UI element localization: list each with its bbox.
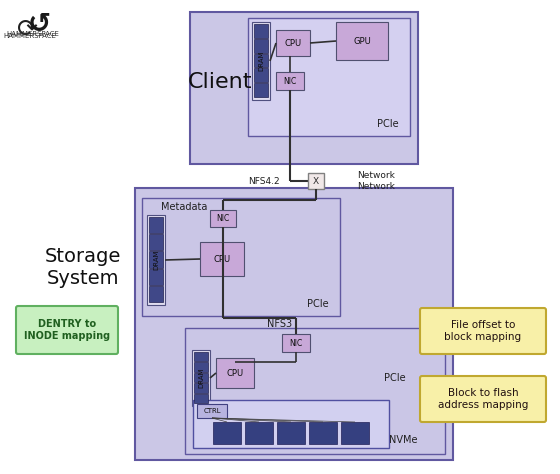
Bar (210, 210, 236, 227)
FancyBboxPatch shape (16, 306, 118, 354)
Text: Metadata: Metadata (161, 202, 207, 212)
Text: X: X (313, 176, 319, 185)
Text: NIC: NIC (290, 338, 302, 347)
Text: Storage
System: Storage System (45, 247, 121, 289)
Bar (216, 358, 254, 388)
Bar (213, 422, 241, 444)
Text: CPU: CPU (226, 368, 244, 377)
Bar (248, 18, 410, 136)
Bar (308, 173, 324, 189)
Text: Block to flash
address mapping: Block to flash address mapping (438, 388, 528, 410)
Text: CTRL: CTRL (203, 408, 221, 414)
Text: NVMe: NVMe (389, 435, 417, 445)
Bar (336, 22, 388, 60)
Text: CPU: CPU (284, 38, 302, 47)
Bar (245, 422, 273, 444)
Text: NFS4.2: NFS4.2 (249, 176, 280, 185)
Text: NIC: NIC (216, 214, 230, 223)
Bar (276, 72, 304, 90)
Bar (192, 350, 210, 406)
Text: DRAM: DRAM (258, 51, 264, 71)
Bar (142, 198, 340, 316)
Bar (149, 217, 163, 233)
Bar (194, 383, 208, 392)
Bar (185, 328, 445, 454)
Text: DRAM: DRAM (198, 368, 204, 388)
Bar (254, 39, 268, 53)
Bar (193, 400, 389, 448)
Bar (149, 251, 163, 268)
Bar (254, 83, 268, 97)
Bar (149, 234, 163, 250)
Bar (309, 422, 337, 444)
Bar (200, 242, 244, 276)
Text: NIC: NIC (283, 76, 297, 85)
Text: ↺: ↺ (28, 10, 52, 38)
Bar (197, 404, 227, 418)
Bar (277, 422, 305, 444)
Bar (254, 68, 268, 82)
Text: Network
Network: Network Network (357, 171, 395, 191)
Bar (149, 286, 163, 302)
Text: NFS3: NFS3 (268, 319, 292, 329)
Bar (252, 22, 270, 100)
Bar (194, 393, 208, 403)
Text: DRAM: DRAM (153, 250, 159, 270)
Text: GPU: GPU (353, 36, 371, 46)
Bar (135, 188, 453, 460)
Text: File offset to
block mapping: File offset to block mapping (445, 320, 521, 342)
Bar (254, 24, 268, 38)
Bar (194, 373, 208, 382)
Bar (149, 269, 163, 285)
Text: PCIe: PCIe (377, 119, 399, 129)
Text: HAMMERSPACE: HAMMERSPACE (7, 31, 59, 37)
FancyBboxPatch shape (420, 376, 546, 422)
Bar (190, 12, 418, 164)
Bar (341, 422, 369, 444)
Bar (147, 215, 165, 305)
Text: PCIe: PCIe (307, 299, 329, 309)
FancyBboxPatch shape (420, 308, 546, 354)
Text: HAMMERSPACE: HAMMERSPACE (3, 33, 57, 39)
Bar (254, 54, 268, 67)
Bar (282, 334, 310, 352)
Text: DENTRY to
INODE mapping: DENTRY to INODE mapping (24, 319, 110, 341)
Text: ⟳: ⟳ (17, 18, 39, 42)
Text: PCIe: PCIe (384, 373, 406, 383)
Bar (194, 352, 208, 361)
Bar (276, 30, 310, 56)
Text: Client: Client (188, 72, 252, 92)
Text: CPU: CPU (213, 255, 231, 264)
Bar (194, 363, 208, 372)
